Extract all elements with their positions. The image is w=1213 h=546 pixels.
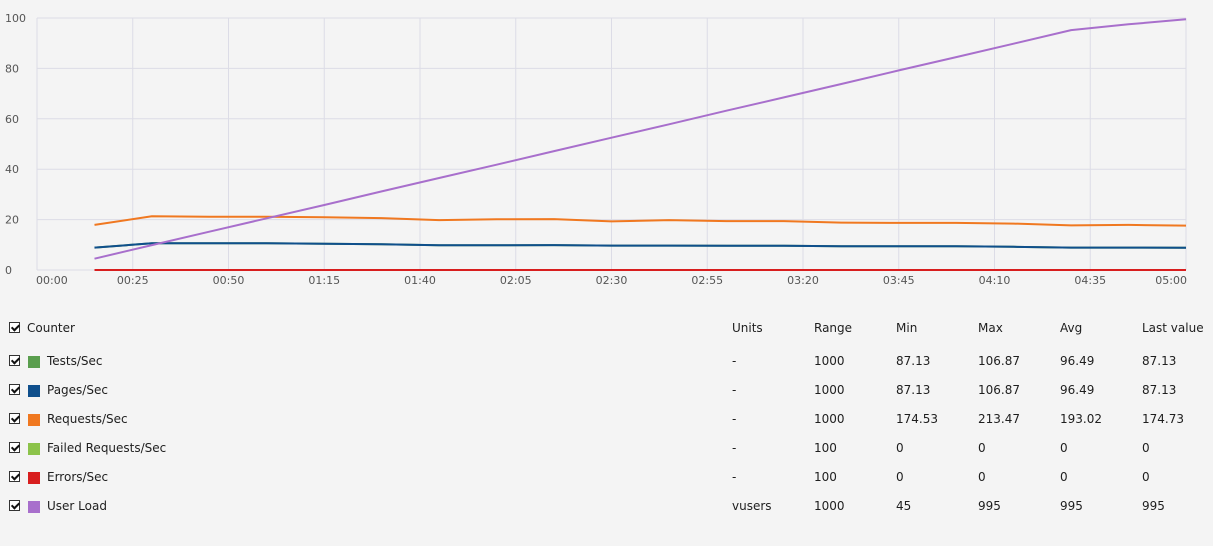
x-tick-label: 04:10 bbox=[979, 274, 1011, 287]
counter-checkbox[interactable] bbox=[9, 384, 20, 395]
legend-row-requests-sec[interactable]: Requests/Sec - 1000 174.53 213.47 193.02… bbox=[0, 409, 1213, 431]
select-all-checkbox[interactable] bbox=[9, 322, 20, 333]
x-tick-label: 01:40 bbox=[404, 274, 436, 287]
counter-min: 174.53 bbox=[896, 412, 938, 426]
counter-max: 995 bbox=[978, 499, 1001, 513]
x-tick-label: 05:00 bbox=[1155, 274, 1187, 287]
counter-name: Pages/Sec bbox=[47, 383, 108, 397]
header-counter[interactable]: Counter bbox=[27, 321, 75, 335]
counter-checkbox[interactable] bbox=[9, 500, 20, 511]
legend-row-errors-sec[interactable]: Errors/Sec - 100 0 0 0 0 bbox=[0, 467, 1213, 489]
legend-row-pages-sec[interactable]: Pages/Sec - 1000 87.13 106.87 96.49 87.1… bbox=[0, 380, 1213, 402]
y-tick-label: 40 bbox=[5, 163, 19, 176]
x-tick-label: 03:45 bbox=[883, 274, 915, 287]
counter-range: 1000 bbox=[814, 499, 845, 513]
series-color-swatch bbox=[28, 501, 40, 513]
series-color-swatch bbox=[28, 414, 40, 426]
counter-legend-table: Counter Units Range Min Max Avg Last val… bbox=[0, 318, 1213, 538]
counter-last-value: 174.73 bbox=[1142, 412, 1184, 426]
counter-name: Errors/Sec bbox=[47, 470, 109, 484]
y-tick-label: 60 bbox=[5, 113, 19, 126]
header-avg[interactable]: Avg bbox=[1060, 321, 1083, 335]
series-color-swatch bbox=[28, 472, 40, 484]
y-tick-label: 0 bbox=[5, 264, 12, 277]
counter-units: vusers bbox=[732, 499, 772, 513]
counter-range: 100 bbox=[814, 470, 837, 484]
series-color-swatch bbox=[28, 443, 40, 455]
x-tick-label: 02:05 bbox=[500, 274, 532, 287]
counter-name: Tests/Sec bbox=[47, 354, 103, 368]
counter-last-value: 0 bbox=[1142, 470, 1150, 484]
counter-avg: 96.49 bbox=[1060, 383, 1095, 397]
counter-last-value: 87.13 bbox=[1142, 383, 1177, 397]
legend-row-tests-sec[interactable]: Tests/Sec - 1000 87.13 106.87 96.49 87.1… bbox=[0, 351, 1213, 373]
counter-max: 106.87 bbox=[978, 383, 1020, 397]
counter-units: - bbox=[732, 354, 737, 368]
header-last-value[interactable]: Last value bbox=[1142, 321, 1204, 335]
counter-last-value: 995 bbox=[1142, 499, 1165, 513]
counter-avg: 96.49 bbox=[1060, 354, 1095, 368]
counter-units: - bbox=[732, 412, 737, 426]
counter-name: Failed Requests/Sec bbox=[47, 441, 167, 455]
counter-max: 213.47 bbox=[978, 412, 1020, 426]
counter-checkbox[interactable] bbox=[9, 413, 20, 424]
counter-min: 87.13 bbox=[896, 354, 931, 368]
header-range[interactable]: Range bbox=[814, 321, 853, 335]
series-line-pages-sec bbox=[94, 242, 1187, 249]
x-tick-label: 02:30 bbox=[596, 274, 628, 287]
counter-range: 1000 bbox=[814, 412, 845, 426]
counter-avg: 995 bbox=[1060, 499, 1083, 513]
series-color-swatch bbox=[28, 385, 40, 397]
legend-row-user-load[interactable]: User Load vusers 1000 45 995 995 995 bbox=[0, 496, 1213, 518]
counter-checkbox[interactable] bbox=[9, 355, 20, 366]
y-tick-label: 80 bbox=[5, 62, 19, 75]
x-tick-label: 04:35 bbox=[1074, 274, 1106, 287]
counter-min: 0 bbox=[896, 470, 904, 484]
counter-last-value: 0 bbox=[1142, 441, 1150, 455]
counter-name: Requests/Sec bbox=[47, 412, 128, 426]
series-line-user-load bbox=[94, 18, 1187, 260]
counter-avg: 0 bbox=[1060, 441, 1068, 455]
line-chart: 00:00 00:25 00:50 01:15 01:40 02:05 02:30 02:55… bbox=[5, 12, 1187, 287]
counter-checkbox[interactable] bbox=[9, 442, 20, 453]
counter-name: User Load bbox=[47, 499, 107, 513]
x-tick-label: 00:25 bbox=[117, 274, 149, 287]
x-tick-label: 02:55 bbox=[691, 274, 723, 287]
series-color-swatch bbox=[28, 356, 40, 368]
x-tick-label: 00:00 bbox=[36, 274, 68, 287]
counter-units: - bbox=[732, 383, 737, 397]
counter-avg: 0 bbox=[1060, 470, 1068, 484]
x-tick-label: 00:50 bbox=[213, 274, 245, 287]
counter-units: - bbox=[732, 470, 737, 484]
legend-header-row: Counter Units Range Min Max Avg Last val… bbox=[0, 318, 1213, 340]
counter-min: 45 bbox=[896, 499, 912, 513]
counter-min: 0 bbox=[896, 441, 904, 455]
counter-last-value: 87.13 bbox=[1142, 354, 1177, 368]
legend-row-failed-requests-sec[interactable]: Failed Requests/Sec - 100 0 0 0 0 bbox=[0, 438, 1213, 460]
header-max[interactable]: Max bbox=[978, 321, 1003, 335]
counter-checkbox[interactable] bbox=[9, 471, 20, 482]
chart-canvas: 00:00 00:25 00:50 01:15 01:40 02:05 02:30 02:55… bbox=[5, 12, 1187, 287]
x-tick-label: 03:20 bbox=[787, 274, 819, 287]
counter-max: 0 bbox=[978, 441, 986, 455]
header-units[interactable]: Units bbox=[732, 321, 763, 335]
y-tick-label: 20 bbox=[5, 214, 19, 227]
y-tick-label: 100 bbox=[5, 12, 26, 25]
counter-max: 106.87 bbox=[978, 354, 1020, 368]
counter-avg: 193.02 bbox=[1060, 412, 1102, 426]
counter-range: 1000 bbox=[814, 383, 845, 397]
counter-range: 1000 bbox=[814, 354, 845, 368]
counter-max: 0 bbox=[978, 470, 986, 484]
x-tick-label: 01:15 bbox=[308, 274, 340, 287]
counter-min: 87.13 bbox=[896, 383, 931, 397]
counter-units: - bbox=[732, 441, 737, 455]
header-min[interactable]: Min bbox=[896, 321, 918, 335]
counter-range: 100 bbox=[814, 441, 837, 455]
